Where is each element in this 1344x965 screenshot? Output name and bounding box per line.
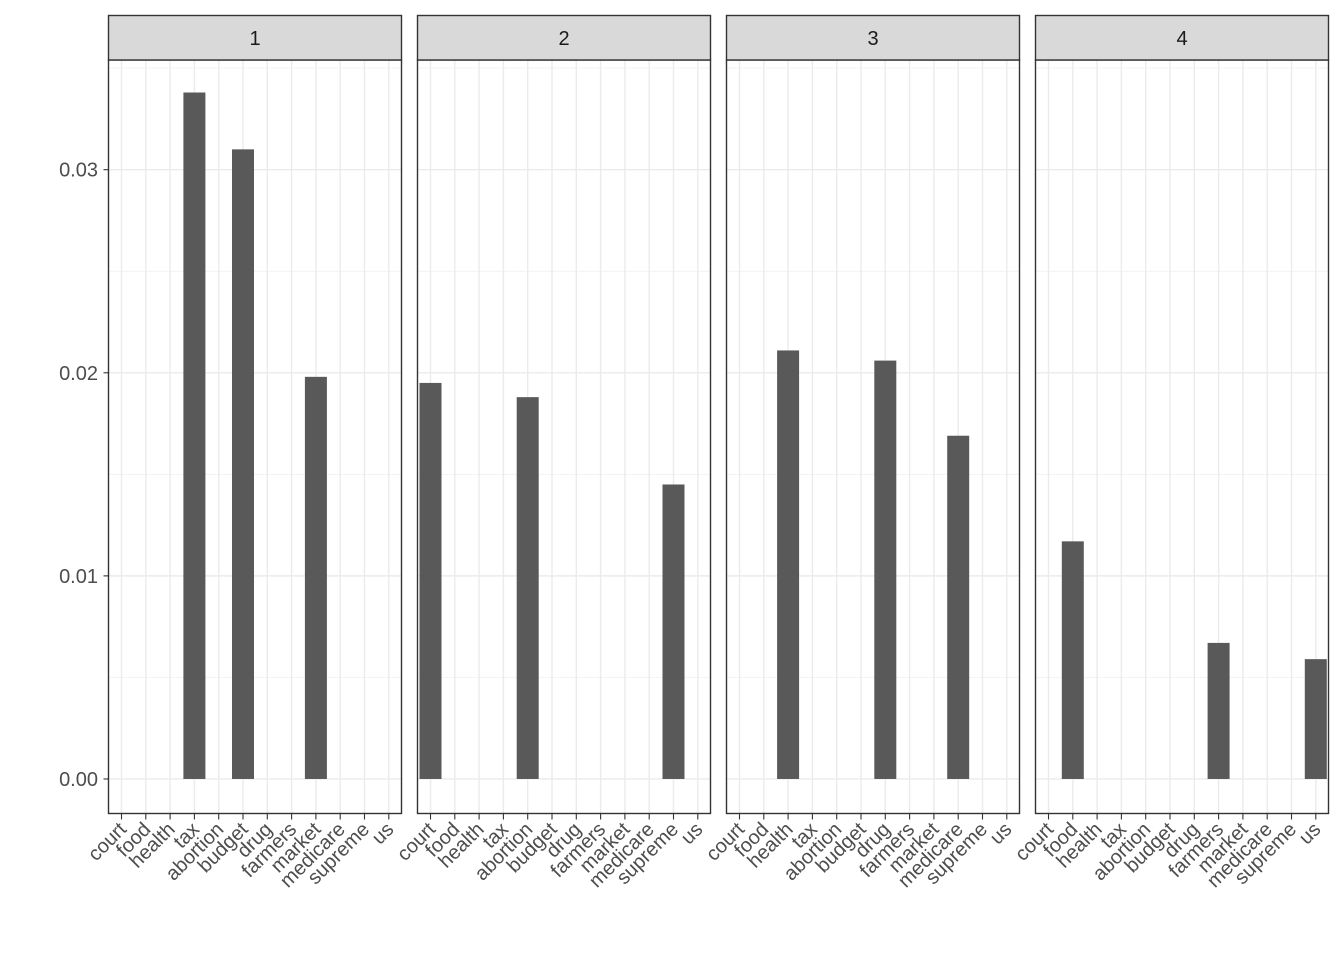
bar-budget	[232, 149, 254, 779]
facet-strip	[725, 14, 1021, 61]
facet-label: 4	[1176, 28, 1187, 50]
x-tick-label: us	[986, 818, 1016, 848]
bar-farmers	[1207, 642, 1230, 779]
bar-tax	[183, 92, 206, 779]
facet-label: 2	[558, 28, 569, 50]
facet-label: 1	[249, 28, 260, 50]
x-tick-label: us	[677, 818, 707, 848]
panel-background	[1035, 60, 1329, 814]
panel-background	[108, 60, 402, 814]
bar-court	[419, 382, 442, 779]
facet-strip	[107, 14, 403, 61]
bar-food	[1061, 541, 1084, 779]
bar-drug	[874, 360, 897, 779]
bar-medicare	[947, 435, 970, 779]
bar-market	[304, 376, 327, 779]
bar-us	[1304, 659, 1327, 779]
panel-background	[417, 60, 711, 814]
bar-abortion	[516, 397, 539, 779]
y-tick-label: 0.03	[59, 160, 98, 182]
x-tick-label: us	[1295, 818, 1325, 848]
facet-strip	[416, 14, 712, 61]
bar-health	[777, 350, 800, 779]
y-tick-label: 0.00	[59, 769, 98, 791]
bar-supreme	[662, 484, 685, 779]
panel-background	[726, 60, 1020, 814]
x-tick-label: us	[368, 818, 398, 848]
y-tick-label: 0.02	[59, 363, 98, 385]
facet-label: 3	[867, 28, 878, 50]
facet-strip	[1034, 14, 1330, 61]
y-tick-label: 0.01	[59, 566, 98, 588]
